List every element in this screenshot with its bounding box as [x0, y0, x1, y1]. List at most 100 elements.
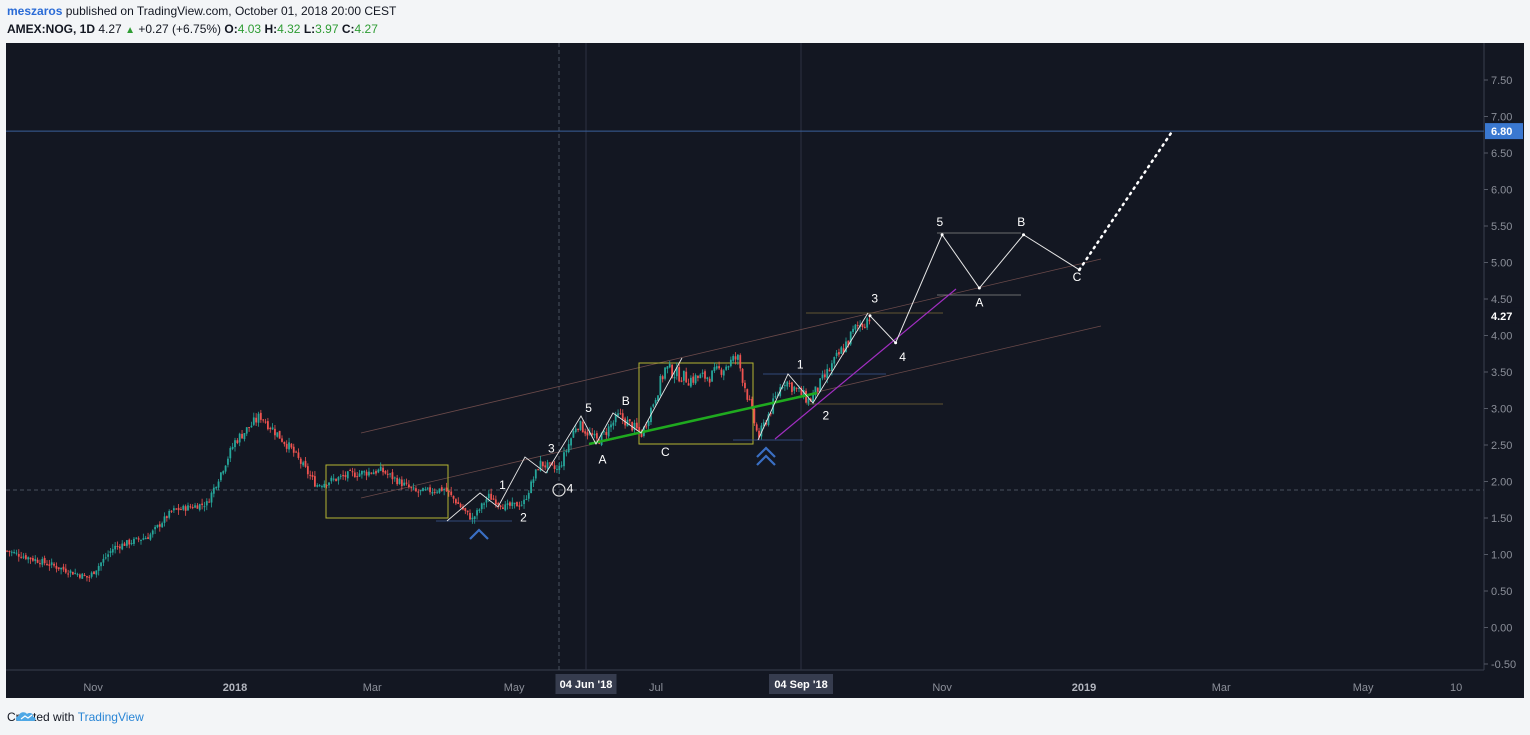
- candle-body: [532, 479, 535, 483]
- consolidation-box: [638, 362, 754, 445]
- candle-body: [154, 526, 156, 530]
- candle-body: [854, 324, 857, 330]
- candle-body: [229, 448, 232, 459]
- candle-body: [109, 551, 112, 553]
- author-link[interactable]: meszaros: [7, 4, 63, 18]
- candle-body: [852, 328, 854, 332]
- candle-body: [454, 499, 457, 504]
- y-tick-label: 5.50: [1491, 221, 1512, 233]
- candle-body: [248, 427, 250, 429]
- candle-body: [440, 487, 443, 491]
- candle-body: [123, 543, 126, 546]
- candle-body: [438, 488, 441, 493]
- candle-body: [161, 523, 164, 528]
- candle-body: [175, 508, 178, 510]
- price-chart[interactable]: 7.50 7.00 6.50 6.00 5.50 5.00 4.50 4.00 3.50 3.00…: [6, 43, 1524, 698]
- candle-body: [697, 375, 699, 378]
- date-badge-label: 04 Sep '18: [774, 679, 827, 691]
- candle-body: [318, 485, 321, 487]
- candle-body: [335, 478, 337, 482]
- projection-point: [1022, 233, 1026, 237]
- target-price-badge-label: 6.80: [1491, 126, 1512, 138]
- candle-body: [708, 378, 711, 383]
- candle-body: [281, 438, 283, 442]
- candle-body: [499, 505, 502, 508]
- candle-body: [360, 470, 363, 475]
- candle-body: [64, 568, 67, 573]
- candle-body: [177, 507, 180, 511]
- candle-body: [104, 557, 107, 559]
- candle-body: [668, 363, 671, 368]
- candle-body: [781, 386, 784, 389]
- candle-body: [8, 550, 11, 552]
- date-badge: [555, 674, 617, 694]
- candle-body: [842, 348, 845, 353]
- low-value: 3.97: [315, 22, 339, 36]
- candle-body: [55, 565, 58, 569]
- candle-body: [581, 421, 584, 433]
- candle-body: [243, 433, 246, 440]
- candle-body: [266, 421, 269, 430]
- candle-body: [39, 563, 41, 565]
- candle-body: [407, 484, 410, 488]
- candle-body: [687, 383, 690, 386]
- last-price: 4.27: [98, 22, 122, 36]
- candle-body: [278, 430, 281, 439]
- wave-label: B: [622, 394, 630, 408]
- candle-body: [370, 472, 373, 474]
- candle-body: [534, 469, 537, 479]
- candle-body: [156, 524, 159, 528]
- candle-body: [490, 493, 493, 500]
- candle-body: [504, 504, 507, 511]
- wave-label: 5: [585, 401, 592, 415]
- candle-body: [673, 376, 676, 379]
- candle-body: [400, 479, 403, 487]
- candle-body: [483, 503, 485, 505]
- candle-body: [292, 446, 295, 453]
- tradingview-link[interactable]: TradingView: [77, 710, 144, 724]
- candle-body: [250, 425, 253, 428]
- candle-body: [739, 355, 742, 369]
- candle-body: [595, 433, 598, 439]
- candle-body: [93, 571, 95, 575]
- candle-body: [563, 452, 565, 467]
- candle-body: [830, 363, 833, 372]
- projection-point: [868, 314, 872, 318]
- candle-body: [46, 563, 48, 566]
- candle-body: [711, 370, 713, 382]
- chart-area[interactable]: 7.50 7.00 6.50 6.00 5.50 5.00 4.50 4.00 3.50 3.00…: [6, 43, 1524, 698]
- candle-body: [316, 485, 319, 487]
- candle-body: [53, 563, 55, 566]
- crosshair-point: [552, 483, 566, 497]
- candle-body: [375, 471, 377, 474]
- projection-point: [977, 286, 981, 290]
- close-value: 4.27: [354, 22, 378, 36]
- footer: Created with TradingView: [7, 710, 144, 724]
- chevron-up-icon: [756, 454, 776, 466]
- candle-body: [614, 414, 617, 423]
- wave-path-primary: [446, 357, 683, 522]
- candle-body: [224, 465, 227, 472]
- y-tick-label: 2.00: [1491, 477, 1512, 489]
- candle-body: [478, 509, 481, 511]
- price-change: +0.27 (+6.75%): [138, 22, 222, 36]
- candle-body: [480, 503, 483, 510]
- tradingview-logo-icon: [15, 712, 36, 721]
- candle-body: [786, 381, 789, 387]
- y-tick-label: 0.50: [1491, 586, 1512, 598]
- candle-body: [111, 549, 114, 553]
- candle-body: [259, 412, 262, 420]
- candle-body: [6, 550, 8, 552]
- candle-body: [722, 370, 725, 376]
- candle-body: [187, 505, 189, 511]
- projection-point: [940, 233, 944, 237]
- high-value: 4.32: [277, 22, 301, 36]
- candle-body: [863, 326, 866, 329]
- candle-body: [264, 421, 267, 423]
- candle-body: [748, 399, 751, 401]
- candle-body: [339, 475, 342, 477]
- candle-body: [765, 422, 767, 425]
- trend-line-green: [588, 391, 818, 446]
- candle-body: [393, 477, 396, 479]
- projection-path: [869, 233, 1080, 344]
